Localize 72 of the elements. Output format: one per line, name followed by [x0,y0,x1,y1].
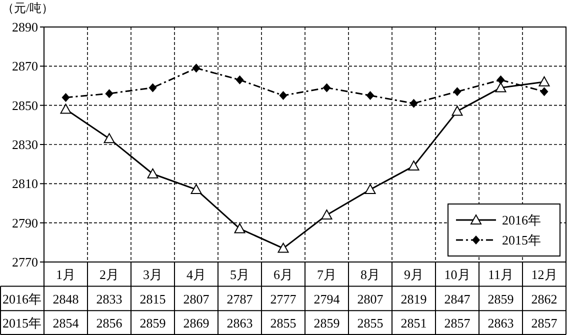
legend-label: 2016年 [502,212,541,228]
y-tick-label: 2850 [12,98,38,113]
data-label: 2777 [270,291,297,306]
point [192,64,200,73]
data-label: 2807 [183,291,210,306]
point [147,168,158,178]
x-tick-label: 7月 [317,267,336,282]
point [279,91,288,100]
data-label: 2854 [52,316,80,331]
y-tick-label: 2890 [12,20,38,34]
data-label: 2815 [140,291,166,306]
data-label: 2855 [270,316,296,331]
data-label: 2859 [140,316,166,331]
text: 2015年 [2,316,42,331]
x-tick-label: 9月 [404,267,424,282]
point [104,133,115,144]
data-label: 2833 [96,291,122,306]
point [496,75,505,84]
point [321,210,332,220]
x-tick-label: 1月 [56,267,76,282]
y-tick-label: 2810 [12,176,38,192]
x-tick-label: 12月 [531,267,558,282]
data-label: 2857 [531,316,558,331]
x-tick-label: 5月 [230,267,250,282]
data-label: 2851 [400,316,427,331]
y-axis-title: （元/吨） [2,1,54,15]
point [322,83,331,92]
x-tick-label: 3月 [143,267,162,282]
y-tick-label: 2790 [12,215,38,230]
point [62,93,70,102]
data-label: 2847 [444,291,471,306]
text: 2016年 [2,291,42,306]
y-tick-label: 2770 [12,254,38,270]
point [190,184,202,194]
x-tick-label: 11月 [488,267,514,282]
point [278,242,289,253]
x-tick-label: 10月 [444,267,470,282]
point [105,89,114,98]
data-label: 2863 [488,316,514,331]
data-label: 2848 [52,291,79,306]
data-label: 2859 [314,316,340,331]
data-label: 2819 [400,291,427,306]
point [148,83,157,92]
x-tick-label: 8月 [360,267,380,282]
y-tick-label: 2830 [12,137,38,152]
point [495,82,506,92]
point [453,87,462,96]
y-tick-label: 2870 [12,58,38,74]
legend-label: 2015年 [502,232,541,248]
data-label: 2856 [96,316,123,331]
point [60,104,72,114]
point [540,87,548,96]
point [410,98,418,108]
data-label: 2787 [226,291,254,306]
point [408,160,420,171]
data-label: 2859 [488,291,514,306]
point [366,91,374,100]
point [538,76,550,86]
x-tick-label: 2月 [100,267,119,282]
data-label: 2863 [226,316,253,331]
point [364,184,376,194]
point [236,75,244,84]
x-tick-label: 4月 [186,267,206,282]
point [452,106,463,116]
data-label: 2794 [314,291,340,306]
data-label: 2807 [357,291,384,306]
point [234,223,246,234]
data-label: 2855 [357,316,384,331]
data-label: 2862 [531,291,558,306]
x-tick-label: 6月 [274,267,293,282]
data-label: 2869 [183,316,210,331]
data-label: 2857 [444,316,471,331]
